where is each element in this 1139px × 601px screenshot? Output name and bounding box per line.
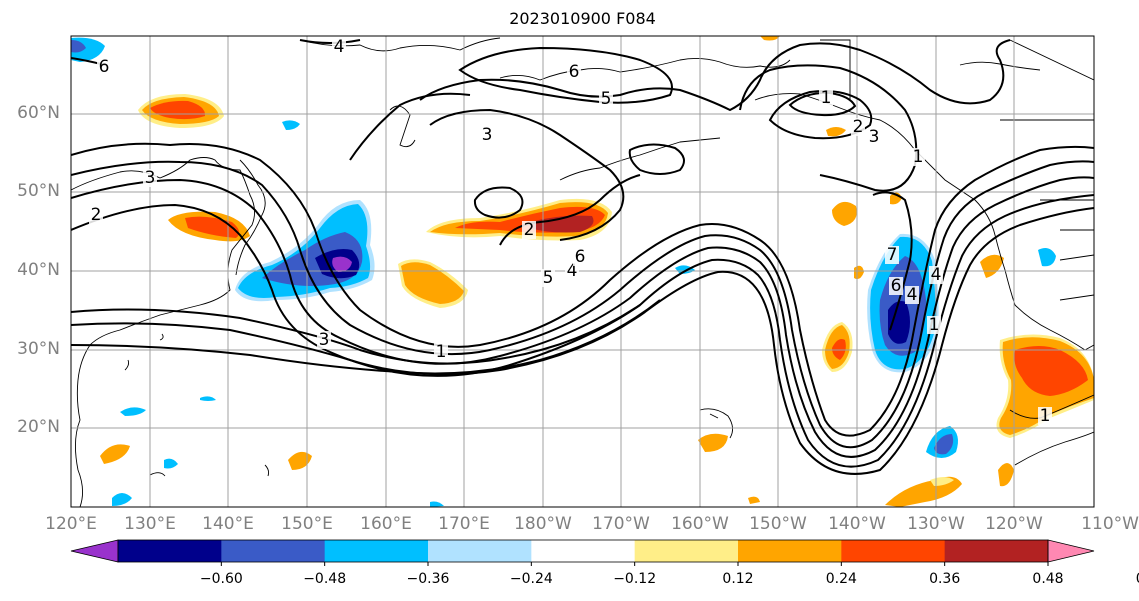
contour-label-background — [480, 126, 494, 144]
contour-label: 3 — [869, 127, 880, 147]
contour-label: 2 — [91, 205, 102, 225]
longitude-label: 150°E — [281, 514, 333, 534]
longitude-label: 150°W — [749, 514, 807, 534]
longitude-label: 160°E — [360, 514, 412, 534]
longitude-label: 130°E — [124, 514, 176, 534]
contour-label: 2 — [853, 117, 864, 137]
contour-label-background — [867, 128, 881, 146]
contour-label-background — [573, 248, 587, 266]
colorbar-segment — [324, 540, 429, 562]
contour-label-background — [911, 148, 925, 166]
contour-label-background — [567, 63, 581, 81]
latitude-label: 50°N — [17, 181, 60, 201]
colorbar-tick-label: −0.24 — [509, 571, 553, 587]
contour-label: 3 — [482, 125, 493, 145]
colorbar-tick-label: −0.48 — [303, 571, 347, 587]
colorbar-segment — [738, 540, 842, 562]
contour-label: 6 — [569, 62, 580, 82]
contour-lines — [71, 39, 1094, 475]
colorbar-segment — [944, 540, 1049, 562]
colorbar-tick-label: −0.36 — [406, 571, 450, 587]
contour-label: 1 — [929, 315, 940, 335]
map-frame — [70, 35, 1095, 508]
colorbar-tick-label: 0.60 — [1121, 571, 1139, 587]
colorbar-tick-label: 0.48 — [1032, 571, 1064, 587]
contour-label: 4 — [907, 285, 918, 305]
colorbar-segment — [118, 540, 222, 562]
contour-label-background — [599, 90, 613, 108]
longitude-label: 120°W — [985, 514, 1043, 534]
colorbar-outline — [117, 539, 1049, 563]
latitude-label: 20°N — [17, 417, 60, 437]
contour-label: 4 — [334, 37, 345, 57]
colorbar-tick-label: −0.60 — [199, 571, 243, 587]
longitude-label: 110°W — [1081, 514, 1139, 534]
colorbar — [70, 539, 1095, 566]
contour-label-background — [927, 316, 941, 334]
latitude-label: 40°N — [17, 260, 60, 280]
contour-label: 5 — [601, 89, 612, 109]
colorbar-tick-label: −0.12 — [613, 571, 657, 587]
colorbar-segment — [428, 540, 532, 562]
colorbar-segment — [634, 540, 739, 562]
contour-label: 2 — [524, 220, 535, 240]
contour-label-background — [97, 58, 111, 76]
contour-label-background — [332, 38, 346, 56]
contour-label: 6 — [99, 57, 110, 77]
contour-label-background — [889, 277, 903, 295]
contour-label: 3 — [145, 168, 156, 188]
longitude-label: 140°E — [202, 514, 254, 534]
contour-label-background — [565, 262, 579, 280]
contour-label-background — [143, 169, 157, 187]
contour-label-background — [905, 286, 919, 304]
longitude-label: 180°W — [514, 514, 572, 534]
longitude-label: 170°W — [592, 514, 650, 534]
latitude-label: 30°N — [17, 339, 60, 359]
contour-label-background — [1038, 407, 1052, 425]
longitude-label: 130°W — [907, 514, 965, 534]
colorbar-segment — [841, 540, 946, 562]
colorbar-segment — [221, 540, 326, 562]
contour-label-background — [541, 269, 555, 287]
contour-label: 4 — [567, 261, 578, 281]
contour-label: 1 — [913, 147, 924, 167]
longitude-label: 160°W — [671, 514, 729, 534]
contour-label-background — [522, 221, 536, 239]
contour-label: 1 — [821, 88, 832, 108]
map-title: 2023010900 F084 — [509, 9, 656, 28]
colorbar-segment — [531, 540, 636, 562]
longitude-label: 120°E — [45, 514, 97, 534]
contour-label: 7 — [887, 245, 898, 265]
contour-label-background — [317, 331, 331, 349]
contour-label-background — [819, 89, 833, 107]
longitude-label: 140°W — [828, 514, 886, 534]
contour-label: 1 — [1040, 406, 1051, 426]
colorbar-min-arrow — [70, 539, 119, 563]
contour-label: 6 — [891, 276, 902, 296]
colorbar-tick-label: 0.24 — [825, 571, 857, 587]
contour-label: 4 — [931, 265, 942, 285]
latitude-label: 60°N — [17, 103, 60, 123]
contour-label-background — [89, 206, 103, 224]
longitude-label: 170°E — [438, 514, 490, 534]
contour-label: 1 — [436, 342, 447, 362]
contour-label-background — [434, 343, 448, 361]
contour-label-background — [885, 246, 899, 264]
contour-label-background — [851, 118, 865, 136]
contour-label: 3 — [319, 330, 330, 350]
anomaly-shading — [71, 36, 1094, 507]
map-gridlines — [71, 36, 1094, 507]
colorbar-tick-label: 0.12 — [722, 571, 754, 587]
contour-label: 6 — [575, 247, 586, 267]
colorbar-tick-label: 0.36 — [929, 571, 961, 587]
contour-label-background — [929, 266, 943, 284]
colorbar-max-arrow — [1047, 539, 1095, 563]
contour-label: 5 — [543, 268, 554, 288]
